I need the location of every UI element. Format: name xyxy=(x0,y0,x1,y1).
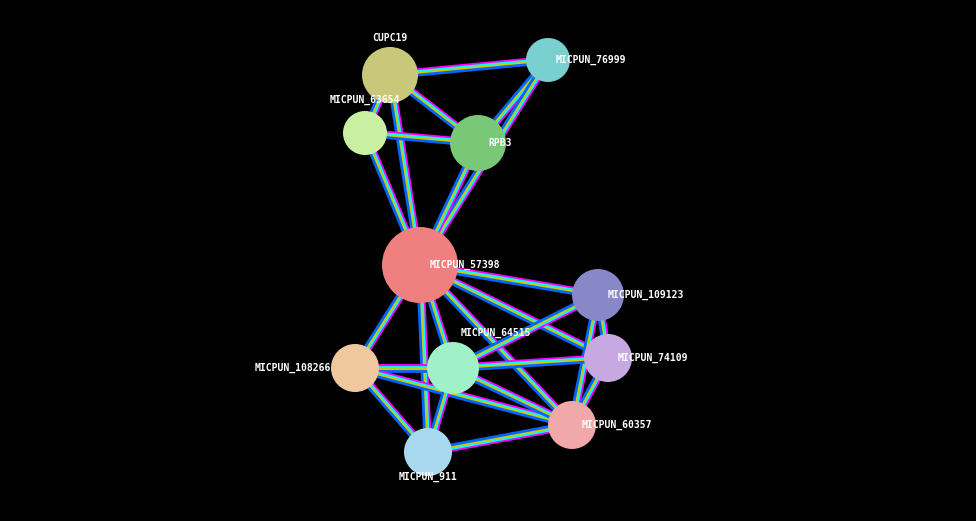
Text: CUPC19: CUPC19 xyxy=(373,33,408,43)
Circle shape xyxy=(526,38,570,82)
Circle shape xyxy=(331,344,379,392)
Circle shape xyxy=(343,111,387,155)
Circle shape xyxy=(584,334,632,382)
Circle shape xyxy=(404,428,452,476)
Circle shape xyxy=(548,401,596,449)
Text: RPB3: RPB3 xyxy=(488,138,511,148)
Circle shape xyxy=(382,227,458,303)
Text: MICPUN_57398: MICPUN_57398 xyxy=(430,260,501,270)
Text: MICPUN_109123: MICPUN_109123 xyxy=(608,290,684,300)
Circle shape xyxy=(572,269,624,321)
Text: MICPUN_63654: MICPUN_63654 xyxy=(330,95,400,105)
Text: MICPUN_76999: MICPUN_76999 xyxy=(556,55,627,65)
Text: MICPUN_64515: MICPUN_64515 xyxy=(461,328,532,338)
Circle shape xyxy=(450,115,506,171)
Text: MICPUN_108266: MICPUN_108266 xyxy=(255,363,332,373)
Text: MICPUN_911: MICPUN_911 xyxy=(398,472,458,482)
Circle shape xyxy=(362,47,418,103)
Circle shape xyxy=(427,342,479,394)
Text: MICPUN_74109: MICPUN_74109 xyxy=(618,353,688,363)
Text: MICPUN_60357: MICPUN_60357 xyxy=(582,420,653,430)
